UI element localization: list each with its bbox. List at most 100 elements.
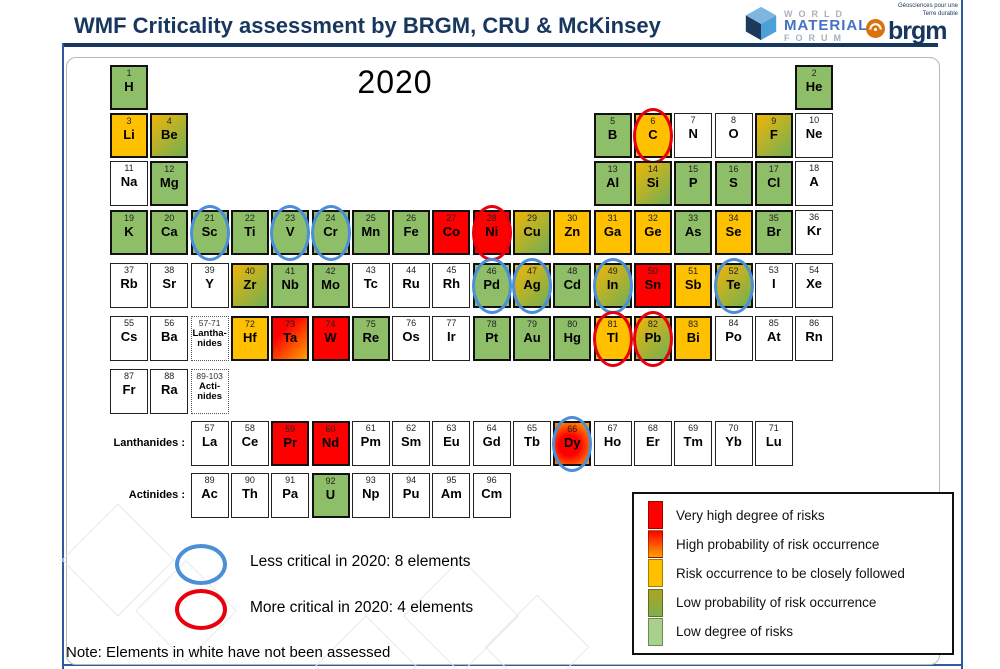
element-cell-K: 19 K xyxy=(110,210,148,255)
wmf-word-forum: FORUM xyxy=(784,32,847,43)
element-cell-Ra: 88 Ra xyxy=(150,369,189,414)
element-cell-Co: 27 Co xyxy=(432,210,471,255)
high-probability-swatch xyxy=(648,530,663,559)
more-critical-circle-icon xyxy=(592,311,633,367)
footnote: Note: Elements in white have not been as… xyxy=(66,644,391,661)
year-label: 2020 xyxy=(357,64,433,100)
page-title: WMF Criticality assessment by BRGM, CRU … xyxy=(74,13,661,38)
less-critical-circle-icon xyxy=(310,205,351,261)
element-cell-Ga: 31 Ga xyxy=(593,210,632,255)
legend-label: Risk occurrence to be closely followed xyxy=(676,565,905,581)
legend-item: High probability of risk occurrence xyxy=(648,530,944,559)
legend-label: Low degree of risks xyxy=(676,624,794,640)
element-cell-V: 23 V xyxy=(270,205,311,261)
less-critical-circle-icon xyxy=(189,205,230,261)
more-critical-circle-icon xyxy=(471,205,512,261)
element-cell-Pr: 59 Pr xyxy=(271,421,310,466)
element-cell-Os: 76 Os xyxy=(392,316,431,361)
left-border-line xyxy=(62,43,64,669)
element-cell-Ta: 73 Ta xyxy=(271,316,310,361)
title-underline xyxy=(62,43,938,47)
element-cell-Zn: 30 Zn xyxy=(553,210,592,255)
wmf-cube-icon xyxy=(742,4,780,47)
element-cell-He: 2 He xyxy=(795,65,834,110)
element-cell-Ni: 28 Ni xyxy=(471,205,512,261)
more-critical-label: More critical in 2020: 4 elements xyxy=(250,599,474,616)
series-row-label: Lanthanides : xyxy=(113,437,185,449)
wmf-word-world: WORLD xyxy=(784,8,848,19)
brgm-globe-icon xyxy=(866,19,885,43)
risk-legend: Very high degree of risks High probabili… xyxy=(632,492,954,655)
element-cell-Rn: 86 Rn xyxy=(795,316,834,361)
very-high-risk-swatch xyxy=(648,501,663,530)
element-cell-Ti: 22 Ti xyxy=(230,210,269,255)
element-cell-Tb: 65 Tb xyxy=(513,421,551,466)
element-cell-Po: 84 Po xyxy=(714,316,753,361)
element-cell-Sc: 21 Sc xyxy=(189,205,230,261)
element-cell-Sr: 38 Sr xyxy=(150,263,189,308)
brgm-logo: Géosciences pour une Terre durable brgm xyxy=(866,2,958,44)
element-cell-Gd: 64 Gd xyxy=(472,421,511,466)
less-critical-circle-icon xyxy=(471,258,512,314)
more-critical-circle-icon xyxy=(632,108,673,164)
element-cell-Be: 4 Be xyxy=(150,113,189,158)
low-probability-swatch xyxy=(648,588,663,617)
element-cell-Na: 11 Na xyxy=(110,161,148,206)
element-cell-Sn: 50 Sn xyxy=(633,263,672,308)
element-cell-Er: 68 Er xyxy=(633,421,672,466)
element-cell-Al: 13 Al xyxy=(593,161,632,206)
element-cell-Tm: 69 Tm xyxy=(674,421,713,466)
series-placeholder-cell: 57-71 Lantha-nides xyxy=(190,316,229,361)
series-placeholder-cell: 89-103 Acti-nides xyxy=(190,369,229,414)
element-cell-Eu: 63 Eu xyxy=(432,421,471,466)
element-cell-Pm: 61 Pm xyxy=(351,421,390,466)
element-cell-Lu: 71 Lu xyxy=(754,421,793,466)
element-cell-W: 74 W xyxy=(311,316,350,361)
element-cell-At: 85 At xyxy=(754,316,793,361)
element-cell-Cs: 55 Cs xyxy=(110,316,148,361)
element-cell-Fr: 87 Fr xyxy=(110,369,148,414)
element-cell-Sm: 62 Sm xyxy=(392,421,431,466)
element-cell-Ne: 10 Ne xyxy=(795,113,834,158)
element-cell-In: 49 In xyxy=(592,258,633,314)
element-cell-Ag: 47 Ag xyxy=(512,258,552,314)
element-cell-Br: 35 Br xyxy=(754,210,793,255)
element-cell-Ge: 32 Ge xyxy=(633,210,672,255)
element-cell-Li: 3 Li xyxy=(110,113,148,158)
element-cell-Xe: 54 Xe xyxy=(795,263,834,308)
wmf-word-materials: MATERIALS xyxy=(784,16,880,34)
element-cell-Bi: 83 Bi xyxy=(674,316,713,361)
brgm-tagline: Géosciences pour une Terre durable xyxy=(897,3,958,17)
element-cell-Hg: 80 Hg xyxy=(553,316,592,361)
element-cell-Zr: 40 Zr xyxy=(230,263,269,308)
element-cell-Yb: 70 Yb xyxy=(714,421,753,466)
less-critical-circle-icon xyxy=(592,258,633,314)
closely-followed-swatch xyxy=(648,559,663,588)
low-degree-swatch xyxy=(648,617,663,646)
legend-label: Very high degree of risks xyxy=(676,507,825,523)
element-cell-Pa: 91 Pa xyxy=(271,473,310,518)
element-cell-Rb: 37 Rb xyxy=(110,263,148,308)
element-cell-Tl: 81 Tl xyxy=(592,311,633,367)
bottom-border-line xyxy=(62,664,963,666)
right-border-line xyxy=(961,0,963,669)
element-cell-Y: 39 Y xyxy=(190,263,229,308)
less-critical-circle-icon xyxy=(552,416,593,472)
element-cell-A: 18 A xyxy=(795,161,834,206)
element-cell-Ce: 58 Ce xyxy=(230,421,269,466)
less-critical-label: Less critical in 2020: 8 elements xyxy=(250,553,471,570)
element-cell-Pt: 78 Pt xyxy=(472,316,511,361)
element-cell-Pb: 82 Pb xyxy=(632,311,673,367)
element-cell-Pu: 94 Pu xyxy=(392,473,431,518)
element-cell-Rh: 45 Rh xyxy=(432,263,471,308)
element-cell-Ir: 77 Ir xyxy=(432,316,471,361)
element-cell-Fe: 26 Fe xyxy=(392,210,431,255)
less-critical-circle-icon xyxy=(175,544,227,585)
less-critical-circle-icon xyxy=(713,258,754,314)
legend-label: Low probability of risk occurrence xyxy=(676,595,877,611)
element-cell-Dy: 66 Dy xyxy=(552,416,593,472)
